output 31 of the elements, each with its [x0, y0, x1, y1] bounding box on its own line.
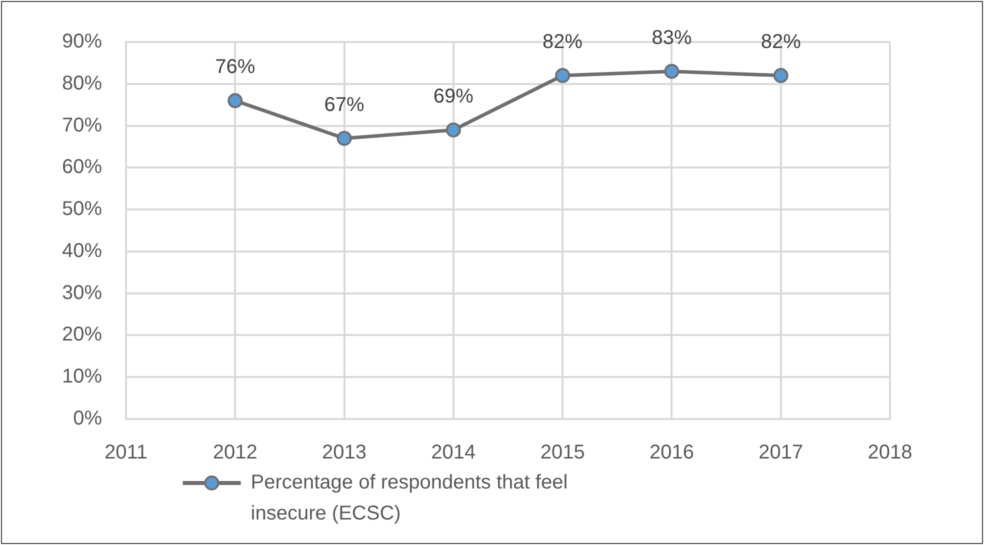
- x-tick-label: 2018: [868, 442, 912, 464]
- point: [228, 93, 243, 108]
- data-label: 76%: [215, 56, 256, 78]
- data-label: 82%: [542, 31, 583, 54]
- point: [446, 122, 461, 138]
- data-label: 83%: [652, 26, 692, 49]
- point: [773, 68, 788, 84]
- y-tick-label: 40%: [62, 240, 102, 262]
- y-tick-label: 20%: [62, 324, 102, 346]
- y-tick-label: 70%: [62, 114, 102, 136]
- x-tick-label: 2012: [212, 442, 258, 464]
- y-tick-label: 90%: [62, 30, 102, 53]
- data-label: 67%: [324, 94, 365, 116]
- y-tick-label: 0%: [73, 408, 102, 430]
- x-tick-label: 2016: [649, 442, 694, 464]
- point: [555, 68, 570, 84]
- y-tick-label: 50%: [62, 198, 102, 220]
- point: [664, 64, 680, 79]
- y-tick-label: 80%: [62, 72, 102, 94]
- legend-label: Percentage of respondents that feel insecure (ECSC): [250, 472, 568, 525]
- data-label: 69%: [433, 85, 474, 108]
- x-tick-label: 2015: [540, 442, 585, 464]
- point: [336, 130, 352, 146]
- y-tick-label: 60%: [62, 156, 102, 178]
- y-tick-label: 30%: [62, 282, 102, 304]
- y-tick-label: 10%: [62, 366, 102, 388]
- x-tick-label: 2017: [758, 442, 804, 464]
- x-tick-label: 2013: [322, 442, 367, 464]
- x-tick-label: 2011: [104, 442, 148, 464]
- x-tick-label: 2014: [431, 442, 476, 464]
- data-label: 82%: [760, 31, 802, 54]
